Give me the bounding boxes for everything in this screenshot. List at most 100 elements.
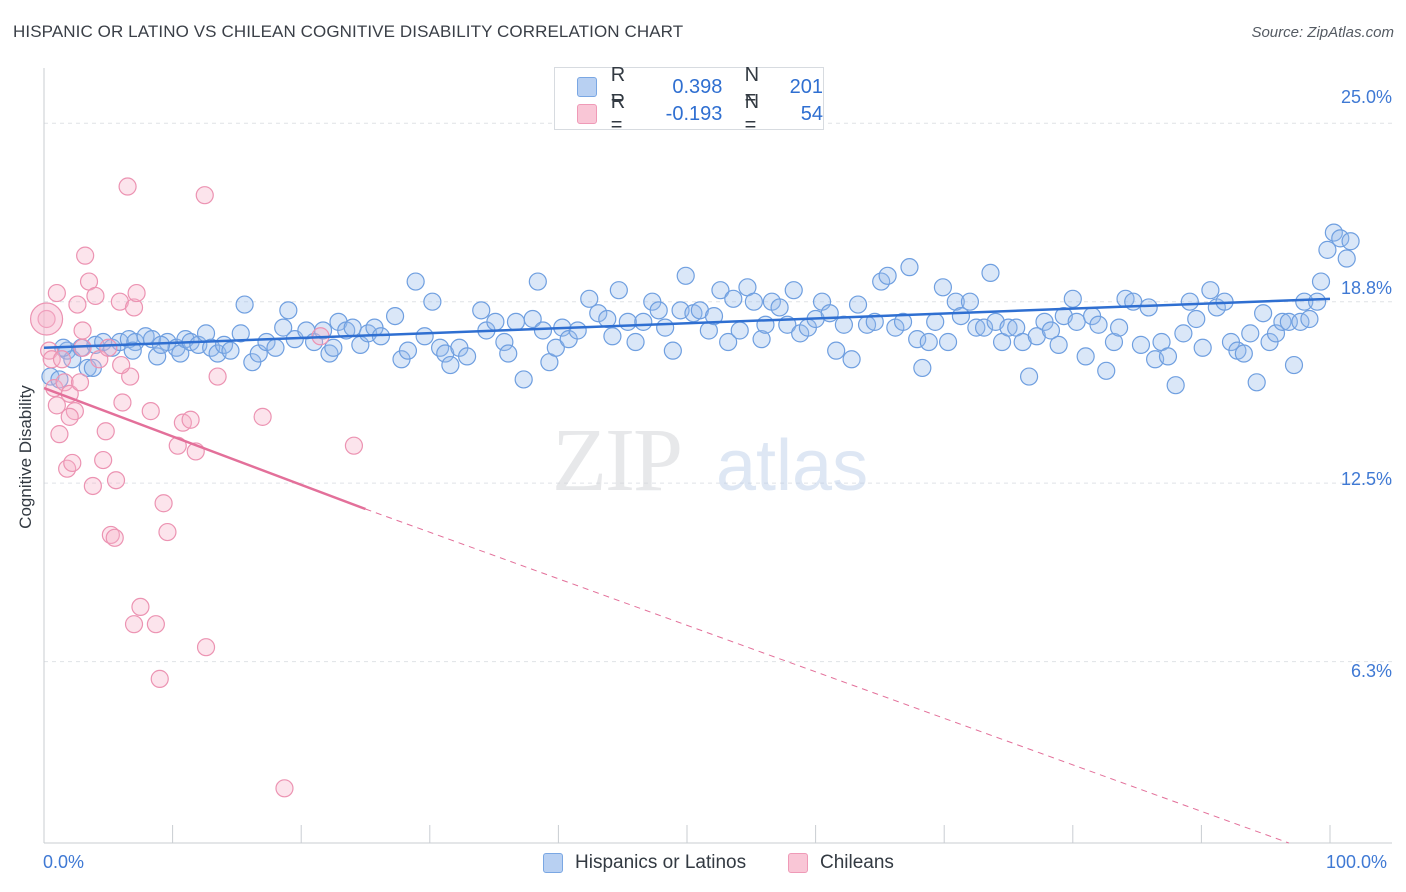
hispanic-point	[974, 318, 994, 337]
chilean-point	[70, 373, 90, 392]
chilean-trend-line	[43, 386, 366, 511]
hispanic-point	[1041, 321, 1061, 340]
hispanic-point	[171, 344, 190, 363]
hispanic-point	[441, 355, 460, 375]
hispanic-point	[1174, 324, 1193, 343]
hispanic-point	[151, 335, 171, 354]
hispanic-point	[704, 306, 724, 326]
legend-label-chileans: Chileans	[820, 852, 894, 873]
chilean-point	[50, 425, 69, 444]
hispanic-point	[893, 312, 913, 331]
hispanic-point	[385, 306, 405, 326]
hispanic-point	[926, 312, 945, 331]
x-tick-label-max: 100.0%	[1326, 852, 1388, 872]
legend-n-value: 54	[800, 102, 823, 125]
hispanic-point	[933, 278, 953, 297]
hispanic-point	[719, 332, 738, 352]
hispanic-point	[913, 358, 932, 378]
hispanic-point	[231, 324, 250, 343]
hispanic-point	[656, 318, 675, 337]
hispanic-point	[1300, 309, 1319, 329]
hispanic-point	[1284, 355, 1304, 375]
chilean-point	[124, 615, 144, 634]
hispanic-point	[457, 347, 477, 366]
hispanic-point	[1049, 335, 1068, 354]
chilean-point	[55, 373, 74, 392]
chilean-point	[150, 669, 169, 688]
hispanic-point	[274, 318, 293, 337]
hispanic-point	[221, 341, 240, 360]
hispanic-point	[1063, 289, 1082, 308]
chilean-point	[141, 402, 160, 421]
chilean-point	[86, 286, 105, 306]
hispanic-point	[533, 321, 553, 340]
chilean-point	[275, 779, 294, 798]
hispanic-point	[981, 263, 1000, 283]
hispanic-point	[770, 298, 789, 317]
hispanic-point	[1166, 376, 1185, 395]
chilean-trend-extension	[365, 508, 1290, 844]
hispanic-point	[235, 295, 254, 314]
x-tick-label-min: 0.0%	[43, 852, 85, 872]
hispanic-point	[472, 301, 491, 320]
source-credit: Source: ZipAtlas.com	[1251, 24, 1394, 41]
hispanic-point	[1341, 232, 1360, 251]
hispanic-point	[1076, 347, 1095, 366]
hispanic-point	[568, 321, 587, 340]
legend-n-label: N =	[744, 64, 760, 109]
chilean-point	[208, 367, 227, 386]
hispanic-point	[1187, 309, 1206, 329]
hispanic-point	[580, 289, 599, 308]
legend-item-chileans: Chileans	[788, 852, 894, 874]
legend-swatch-blue	[577, 77, 597, 97]
hispanic-point	[1201, 281, 1220, 300]
chart-title: HISPANIC OR LATINO VS CHILEAN COGNITIVE …	[13, 22, 684, 41]
hispanic-point	[919, 332, 938, 352]
trend-lines	[43, 297, 1331, 844]
hispanic-point	[1254, 304, 1273, 323]
y-axis-label: Cognitive Disability	[16, 385, 35, 529]
hispanic-point	[1180, 292, 1199, 311]
hispanic-point	[148, 347, 167, 366]
stats-legend: R = 0.398 N = 201 R = -0.193 N = 54	[554, 64, 824, 136]
legend-n-label: N =	[744, 91, 760, 136]
y-tick-label: 6.3%	[1350, 661, 1392, 681]
legend-swatch-chileans	[788, 853, 808, 873]
chilean-point	[60, 407, 79, 426]
watermark-atlas: atlas	[716, 426, 868, 506]
legend-row-chilean: R = -0.193 N = 54	[577, 91, 823, 136]
hispanic-point	[546, 338, 565, 357]
chilean-point	[124, 298, 144, 317]
y-tick-label: 12.5%	[1340, 469, 1392, 489]
hispanic-point	[1131, 335, 1151, 354]
chilean-point	[113, 393, 132, 412]
hispanic-point	[1247, 373, 1266, 392]
hispanic-point	[415, 327, 434, 346]
hispanic-point	[744, 292, 763, 311]
hispanic-point	[343, 318, 362, 337]
legend-r-label: R =	[610, 91, 626, 136]
chilean-point	[99, 338, 118, 357]
chilean-point	[127, 283, 146, 303]
hispanic-point	[1331, 229, 1350, 248]
hispanic-point	[1318, 240, 1337, 259]
legend-row-hispanic: R = 0.398 N = 201	[577, 64, 823, 109]
hispanic-point	[999, 318, 1018, 337]
hispanic-point	[618, 312, 637, 331]
chilean-point	[37, 309, 56, 329]
hispanic-point	[430, 338, 450, 357]
legend-label-hispanics: Hispanics or Latinos	[575, 852, 747, 873]
legend-swatch-hispanics	[543, 853, 563, 873]
hispanic-point	[711, 281, 730, 300]
hispanic-point	[1311, 272, 1331, 291]
legend-r-value: -0.193	[665, 102, 723, 125]
hispanic-point	[50, 370, 69, 389]
hispanic-point	[634, 312, 653, 331]
hispanic-point	[1193, 338, 1212, 357]
hispanic-point	[398, 341, 418, 360]
watermark-zip: ZIP	[552, 411, 681, 510]
hispanic-point	[946, 292, 965, 311]
hispanic-point	[900, 258, 919, 277]
hispanic-point	[123, 341, 142, 360]
hispanic-point	[676, 266, 695, 285]
